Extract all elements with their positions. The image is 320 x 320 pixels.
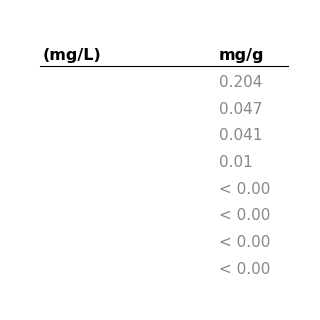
Text: (mg/L): (mg/L) (43, 48, 101, 63)
Text: < 0.00: < 0.00 (219, 182, 270, 197)
Text: 0.01: 0.01 (219, 155, 252, 170)
Text: 0.204: 0.204 (219, 75, 262, 90)
Text: 0.047: 0.047 (219, 102, 262, 117)
Text: < 0.00: < 0.00 (219, 208, 270, 223)
Text: mg/g: mg/g (219, 48, 264, 63)
Text: < 0.00: < 0.00 (219, 261, 270, 276)
Text: < 0.00: < 0.00 (219, 235, 270, 250)
Text: 0.041: 0.041 (219, 128, 262, 143)
